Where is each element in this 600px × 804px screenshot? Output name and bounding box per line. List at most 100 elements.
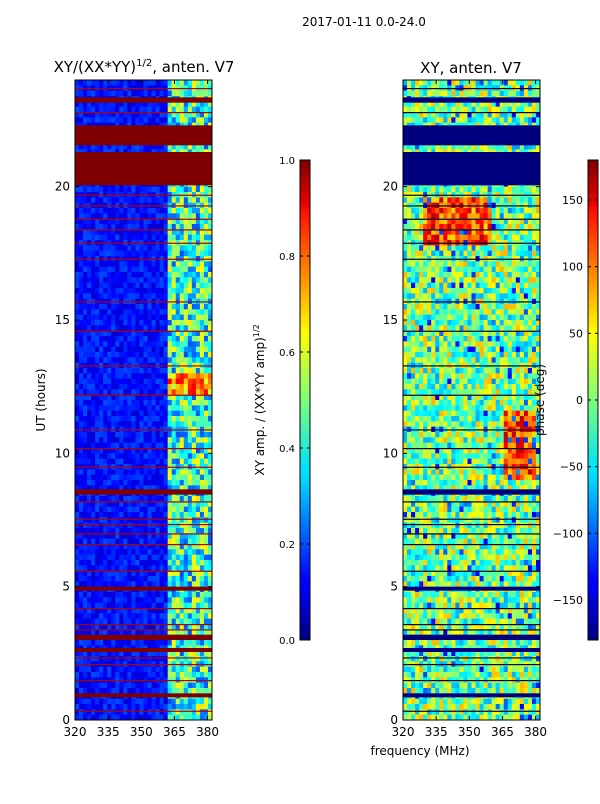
amplitude-heat-cell [164, 336, 169, 342]
amplitude-heat-cell [188, 704, 193, 710]
amplitude-heat-cell [99, 507, 104, 513]
amplitude-heat-cell [200, 368, 205, 374]
amplitude-heat-cell [119, 235, 124, 241]
amplitude-colorbar-tick-label: 0.2 [279, 540, 295, 551]
phase-heat-cell [431, 91, 436, 97]
amplitude-heat-cell [111, 512, 116, 518]
amplitude-heat-cell [115, 261, 120, 267]
amplitude-heat-cell [135, 235, 140, 241]
amplitude-heat-cell [135, 421, 140, 427]
amplitude-heat-cell [172, 709, 177, 715]
amplitude-heat-cell [83, 475, 88, 481]
amplitude-heat-cell [127, 560, 132, 566]
amplitude-heat-cell [83, 208, 88, 214]
amplitude-heat-cell [204, 683, 209, 689]
amplitude-heat-cell [131, 235, 136, 241]
amplitude-heat-cell [95, 603, 100, 609]
amplitude-heat-cell [99, 523, 104, 529]
amplitude-heat-cell [152, 107, 157, 113]
amplitude-heat-cell [160, 272, 165, 278]
amplitude-heat-cell [176, 325, 181, 331]
amplitude-heat-cell [152, 517, 157, 523]
amplitude-heat-cell [87, 512, 92, 518]
amplitude-heat-cell [87, 384, 92, 390]
amplitude-heat-cell [172, 261, 177, 267]
amplitude-heat-cell [204, 603, 209, 609]
amplitude-heat-cell [184, 411, 189, 417]
amplitude-heat-cell [127, 565, 132, 571]
amplitude-heat-cell [168, 512, 173, 518]
amplitude-heat-cell [188, 357, 193, 363]
amplitude-heat-cell [99, 213, 104, 219]
amplitude-heat-cell [127, 480, 132, 486]
amplitude-heat-cell [148, 224, 153, 230]
amplitude-heat-cell [87, 443, 92, 449]
amplitude-heat-cell [200, 683, 205, 689]
amplitude-heat-cell [107, 341, 112, 347]
amplitude-heat-cell [75, 672, 80, 678]
phase-heat-cell [520, 187, 525, 193]
amplitude-heat-cell [184, 523, 189, 529]
amplitude-heat-cell [184, 389, 189, 395]
amplitude-heat-cell [184, 304, 189, 310]
amplitude-heat-cell [164, 91, 169, 97]
amplitude-heat-cell [111, 496, 116, 502]
phase-heat-cell [488, 117, 493, 123]
amplitude-heat-cell [123, 667, 128, 673]
amplitude-heat-cell [79, 528, 84, 534]
amplitude-heat-cell [148, 475, 153, 481]
amplitude-heat-cell [139, 197, 144, 203]
amplitude-heat-cell [83, 709, 88, 715]
amplitude-heat-cell [160, 549, 165, 555]
amplitude-heat-cell [119, 293, 124, 299]
amplitude-heat-cell [75, 224, 80, 230]
amplitude-heat-cell [200, 480, 205, 486]
amplitude-heat-cell [83, 507, 88, 513]
phase-heat-cell [488, 107, 493, 113]
amplitude-heat-cell [144, 523, 149, 529]
amplitude-heat-cell [139, 277, 144, 283]
amplitude-heat-cell [83, 304, 88, 310]
amplitude-heat-cell [79, 197, 84, 203]
amplitude-heat-cell [127, 555, 132, 561]
amplitude-heat-cell [188, 379, 193, 385]
amplitude-heat-cell [156, 251, 161, 257]
amplitude-heat-cell [168, 592, 173, 598]
amplitude-heat-cell [87, 432, 92, 438]
amplitude-heat-cell [135, 453, 140, 459]
amplitude-heat-cell [184, 208, 189, 214]
amplitude-heat-cell [184, 480, 189, 486]
amplitude-heat-cell [119, 208, 124, 214]
amplitude-heat-cell [164, 683, 169, 689]
amplitude-heat-cell [144, 480, 149, 486]
amplitude-heat-cell [164, 373, 169, 379]
amplitude-heat-cell [188, 352, 193, 358]
amplitude-heat-cell [123, 400, 128, 406]
amplitude-heat-cell [188, 459, 193, 465]
amplitude-heat-cell [188, 603, 193, 609]
amplitude-heat-cell [180, 437, 185, 443]
amplitude-heat-cell [79, 373, 84, 379]
amplitude-heat-cell [91, 336, 96, 342]
amplitude-heat-cell [87, 341, 92, 347]
amplitude-heat-cell [148, 699, 153, 705]
amplitude-heat-cell [115, 555, 120, 561]
amplitude-heat-cell [148, 437, 153, 443]
amplitude-heat-cell [172, 336, 177, 342]
amplitude-heat-cell [75, 235, 80, 241]
amplitude-heat-cell [172, 421, 177, 427]
amplitude-heat-cell [144, 117, 149, 123]
amplitude-heat-cell [83, 245, 88, 251]
amplitude-heat-cell [131, 421, 136, 427]
amplitude-heat-cell [176, 208, 181, 214]
amplitude-heat-cell [107, 373, 112, 379]
amplitude-heat-cell [180, 421, 185, 427]
amplitude-heat-cell [192, 576, 197, 582]
amplitude-heat-cell [87, 245, 92, 251]
amplitude-heat-cell [180, 320, 185, 326]
amplitude-heat-cell [135, 91, 140, 97]
amplitude-heat-cell [103, 288, 108, 294]
amplitude-heat-cell [83, 411, 88, 417]
amplitude-heat-cell [75, 277, 80, 283]
amplitude-heat-cell [152, 373, 157, 379]
